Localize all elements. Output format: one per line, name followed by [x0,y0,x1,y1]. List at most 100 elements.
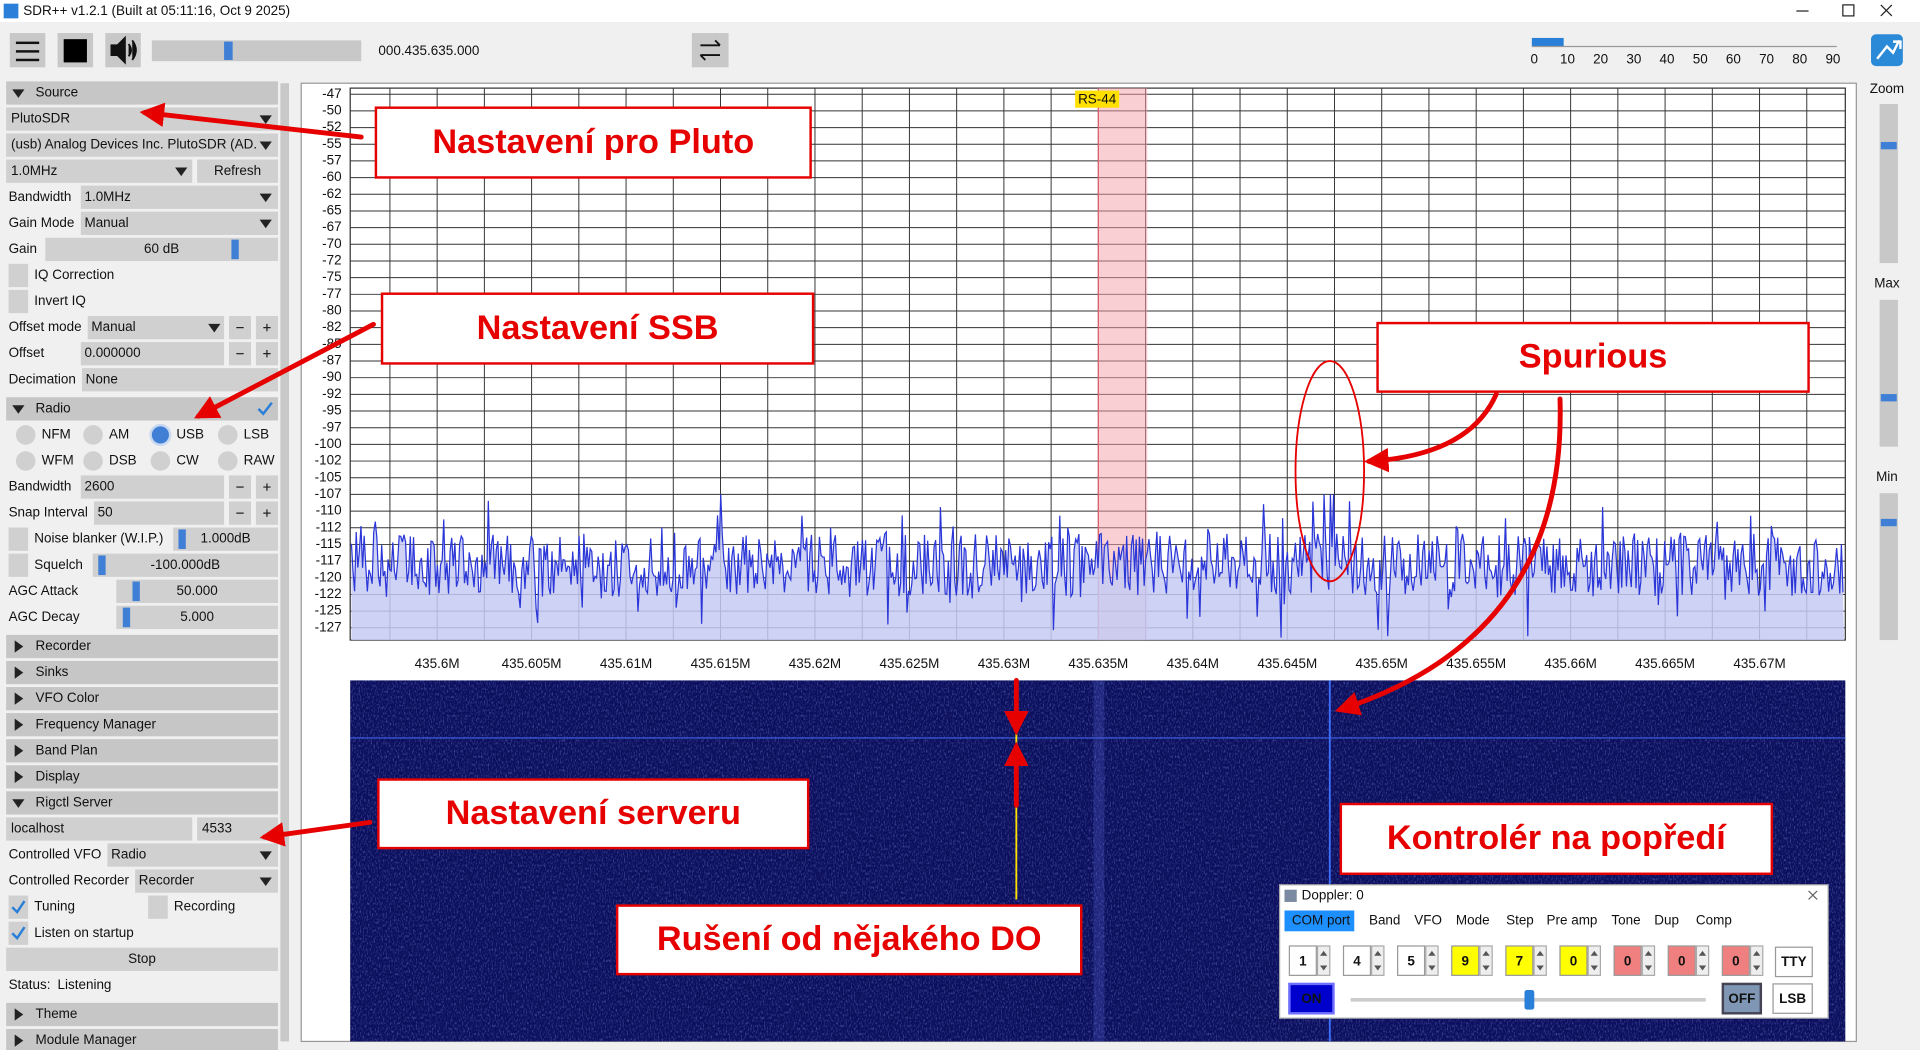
digit-spinner[interactable] [1371,945,1385,976]
arrow-icon [175,167,188,177]
dropdown[interactable] [135,869,278,893]
section-header[interactable] [6,739,278,763]
doppler-tab[interactable]: COM port [1292,912,1351,927]
section-header[interactable] [6,791,278,815]
input[interactable] [80,475,225,499]
slider-value: 5.000 [180,609,214,624]
dropdown[interactable] [6,133,278,157]
annotation-label: Nastavení serveru [446,794,741,832]
radio-button[interactable] [217,451,238,471]
section-header[interactable] [6,687,278,711]
x-tick-label: 435.66M [1544,656,1596,671]
off-button[interactable] [1721,982,1763,1015]
dropdown-value: 1.0MHz [84,189,131,204]
input-value: 4533 [202,821,232,836]
volume-slider[interactable] [151,40,362,62]
radio-button[interactable] [150,451,171,471]
digit-spinner[interactable] [1479,945,1493,976]
radio-button[interactable] [83,425,103,445]
digit-spinner[interactable] [1533,945,1547,976]
doppler-tab[interactable]: Band [1369,912,1400,927]
slider[interactable] [92,553,278,577]
radio-button[interactable] [83,451,103,471]
x-tick-label: 435.67M [1733,656,1785,671]
highlight-ellipse [1294,360,1365,583]
checkbox[interactable] [8,527,29,551]
digit-spinner[interactable] [1587,945,1602,976]
digit-spinner[interactable] [1425,945,1439,976]
field-label: Bandwidth [9,189,72,204]
radio-button[interactable] [15,451,36,471]
refresh-button[interactable] [197,159,278,183]
dropdown[interactable] [6,159,193,183]
digit: 0 [1624,953,1631,968]
checkbox[interactable] [8,289,29,314]
dropdown[interactable] [107,843,278,867]
doppler-tab[interactable]: Mode [1456,912,1490,927]
tty-button[interactable] [1774,946,1813,978]
close-button[interactable] [1880,4,1893,17]
slider[interactable] [116,579,278,603]
port-input[interactable] [197,817,278,841]
stop-icon [63,39,87,63]
input-value: 0.000000 [84,345,140,360]
digit-spinner[interactable] [1641,945,1656,976]
radio-button[interactable] [15,425,36,445]
field-label: Decimation [9,371,76,386]
y-tick-label: -127 [315,619,342,634]
mode-button[interactable] [1772,983,1813,1014]
plus-icon [263,509,271,517]
vertical-slider[interactable] [1879,104,1898,264]
y-tick-label: -110 [316,503,342,518]
input[interactable] [80,342,225,366]
checkbox[interactable] [8,895,29,919]
section-header[interactable] [6,660,278,685]
waterfall-band [1093,680,1105,1042]
radio-label: AM [109,426,129,441]
slider[interactable] [116,605,278,630]
maximize-button[interactable] [1842,4,1855,17]
frequency-display[interactable]: 435.635.000 [405,43,480,58]
host-input[interactable] [6,817,193,841]
doppler-tab[interactable]: Tone [1611,912,1640,927]
doppler-tab[interactable]: Comp [1696,912,1732,927]
section-header[interactable] [6,765,278,789]
digit-spinner[interactable] [1695,945,1710,976]
dropdown[interactable] [82,368,278,392]
doppler-tab[interactable]: Step [1506,912,1534,927]
vertical-slider[interactable] [1879,299,1898,447]
dropdown[interactable] [80,211,278,235]
section-header[interactable] [6,1028,278,1050]
doppler-close[interactable] [1808,890,1818,900]
digit-spinner[interactable] [1316,945,1331,976]
section-header[interactable] [6,81,278,105]
input[interactable] [93,501,225,525]
section-header[interactable] [6,634,278,659]
radio-button[interactable] [217,425,238,445]
doppler-tab[interactable]: VFO [1414,912,1442,927]
arrow-icon [14,666,24,679]
y-tick-label: -60 [322,169,341,184]
section-header[interactable] [6,1002,278,1027]
slider[interactable] [45,237,278,262]
checkbox[interactable] [8,263,29,288]
checkbox[interactable] [8,921,29,945]
dropdown[interactable] [87,315,225,340]
doppler-tab[interactable]: Pre amp [1547,912,1598,927]
radio-button[interactable] [149,423,172,446]
vertical-slider[interactable] [1879,493,1898,641]
checkbox[interactable] [8,553,29,577]
digit-spinner[interactable] [1749,945,1764,976]
on-button[interactable] [1288,982,1335,1015]
dropdown[interactable] [80,185,278,209]
doppler-tab[interactable]: Dup [1654,912,1679,927]
section-header[interactable] [6,713,278,737]
stop-button[interactable] [6,947,278,971]
slider[interactable] [173,527,278,551]
arrow-icon [14,1034,24,1047]
checkbox[interactable] [148,895,168,919]
swap-button[interactable] [691,33,729,68]
y-tick-label: -90 [322,369,341,384]
